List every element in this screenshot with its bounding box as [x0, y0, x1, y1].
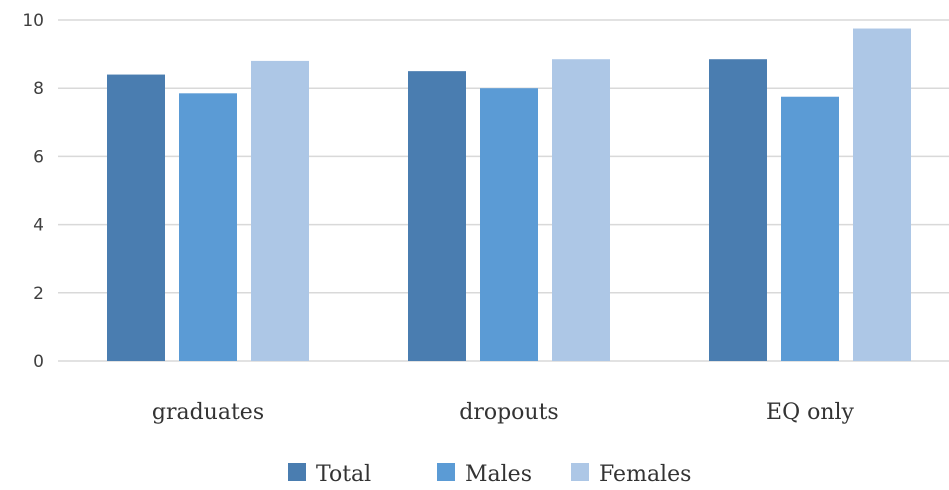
y-tick-label-4: 4: [33, 216, 44, 236]
legend-label-males: Males: [465, 462, 532, 487]
legend-label-total: Total: [316, 462, 371, 487]
bar-dropouts-females: [552, 59, 610, 362]
legend: Total Males Females: [288, 462, 691, 487]
y-tick-label-10: 10: [22, 11, 44, 31]
legend-label-females: Females: [599, 462, 691, 487]
x-category-label-graduates: graduates: [152, 400, 264, 425]
y-tick-label-6: 6: [33, 147, 44, 167]
bar-dropouts-males: [480, 88, 538, 361]
bar-dropouts-total: [408, 71, 466, 362]
bars: [107, 28, 911, 362]
y-tick-label-8: 8: [33, 79, 44, 99]
legend-swatch-males: [437, 463, 455, 481]
y-tick-label-0: 0: [33, 352, 44, 372]
bar-eq-only-total: [709, 59, 767, 362]
bar-eq-only-males: [781, 96, 839, 361]
y-axis-ticks: 0 2 4 6 8 10: [22, 11, 44, 372]
x-category-label-dropouts: dropouts: [459, 400, 558, 425]
legend-swatch-females: [571, 463, 589, 481]
x-category-label-eq-only: EQ only: [766, 400, 855, 425]
x-axis-categories: graduates dropouts EQ only: [152, 400, 855, 425]
bar-graduates-total: [107, 74, 165, 361]
bar-eq-only-females: [853, 28, 911, 362]
bar-graduates-males: [179, 93, 237, 361]
legend-swatch-total: [288, 463, 306, 481]
y-tick-label-2: 2: [33, 284, 44, 304]
bar-graduates-females: [251, 60, 309, 362]
